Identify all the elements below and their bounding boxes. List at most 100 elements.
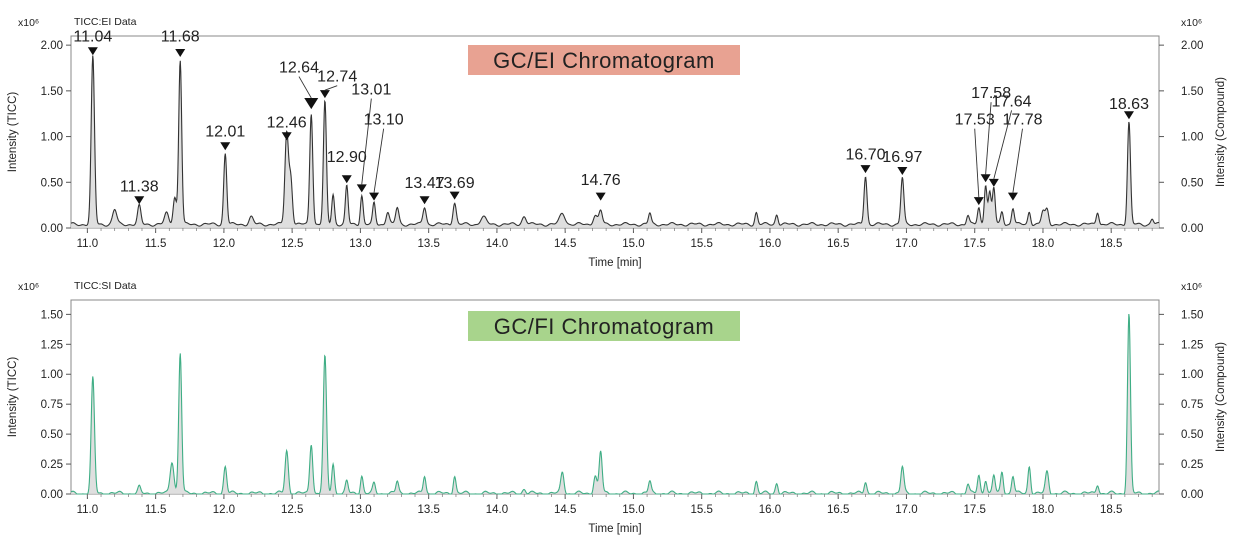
- data-source-label: TICC:EI Data: [74, 16, 137, 28]
- x-tick-label: 17.0: [895, 238, 917, 250]
- peak-leader-line: [298, 76, 312, 99]
- y-scale-label: x10⁶: [18, 281, 39, 293]
- peak-marker: [595, 192, 606, 201]
- chromatogram-fill: [71, 55, 1159, 228]
- y-right-scale-label: x10⁶: [1181, 281, 1202, 293]
- y-right-tick-label: 1.25: [1181, 339, 1203, 351]
- x-axis-title: Time [min]: [588, 523, 641, 535]
- peak-leader-line: [373, 128, 385, 193]
- chromatogram-trace: [70, 55, 1160, 227]
- peak-leader-line: [985, 102, 992, 175]
- peak-marker: [356, 184, 367, 193]
- peak-marker: [134, 196, 145, 205]
- y-right-tick-label: 0.00: [1181, 489, 1203, 501]
- peak-marker: [1123, 111, 1134, 120]
- y-tick-label: 0.00: [41, 489, 63, 501]
- x-tick-label: 12.5: [281, 504, 303, 516]
- x-tick-label: 14.5: [554, 238, 576, 250]
- peak-label: 14.76: [581, 172, 621, 189]
- y-tick-label: 0.25: [41, 459, 63, 471]
- x-tick-label: 13.5: [417, 238, 439, 250]
- peak-marker: [281, 132, 292, 141]
- peak-marker: [988, 178, 999, 187]
- peak-marker: [980, 174, 991, 183]
- x-tick-label: 11.5: [145, 504, 167, 516]
- peak-label: 13.47: [405, 175, 445, 192]
- x-tick-label: 15.5: [690, 504, 712, 516]
- y-right-tick-label: 1.50: [1181, 309, 1203, 321]
- x-tick-label: 14.5: [554, 504, 576, 516]
- peak-label: 16.97: [882, 149, 922, 166]
- peak-label: 12.01: [205, 124, 245, 141]
- y-tick-label: 1.25: [41, 339, 63, 351]
- peak-label: 13.69: [435, 175, 475, 192]
- x-tick-label: 18.0: [1032, 238, 1054, 250]
- x-tick-label: 14.0: [486, 238, 508, 250]
- peak-label: 12.46: [267, 114, 307, 131]
- y-axis-title: Intensity (TICC): [7, 92, 19, 173]
- y-tick-label: 1.00: [41, 132, 63, 144]
- x-tick-label: 12.5: [281, 238, 303, 250]
- peak-marker: [341, 175, 352, 184]
- x-tick-label: 15.5: [690, 238, 712, 250]
- chromatogram-fill: [71, 314, 1159, 494]
- x-tick-label: 17.5: [964, 504, 986, 516]
- y-right-tick-label: 0.25: [1181, 459, 1203, 471]
- y-right-tick-label: 0.50: [1181, 429, 1203, 441]
- x-tick-label: 17.5: [964, 238, 986, 250]
- data-source-label: TICC:SI Data: [74, 280, 137, 292]
- y-right-tick-label: 0.50: [1181, 177, 1203, 189]
- x-tick-label: 14.0: [486, 504, 508, 516]
- chromatogram-trace: [70, 313, 1160, 495]
- y-right-tick-label: 1.00: [1181, 369, 1203, 381]
- y-tick-label: 0.00: [41, 223, 63, 235]
- chart-title: GC/EI Chromatogram: [493, 48, 715, 73]
- y-tick-label: 2.00: [41, 40, 63, 52]
- peak-label: 11.04: [73, 28, 112, 45]
- x-tick-label: 11.0: [77, 504, 99, 516]
- x-tick-label: 12.0: [213, 504, 235, 516]
- y-right-scale-label: x10⁶: [1181, 17, 1202, 29]
- x-tick-label: 16.5: [827, 504, 849, 516]
- peak-label: 11.38: [120, 178, 159, 195]
- peak-marker: [87, 47, 98, 56]
- peak-label: 13.01: [351, 82, 391, 99]
- peak-label: 11.68: [161, 28, 200, 45]
- x-tick-label: 16.0: [759, 238, 781, 250]
- y-right-tick-label: 1.50: [1181, 86, 1203, 98]
- peak-label: 17.53: [955, 112, 995, 129]
- peak-leader-line: [324, 85, 338, 91]
- peak-marker: [897, 166, 908, 175]
- y-scale-label: x10⁶: [18, 17, 39, 29]
- peak-marker: [175, 49, 186, 58]
- x-tick-label: 15.0: [622, 504, 644, 516]
- peak-leader-line: [361, 98, 372, 185]
- peak-label: 17.58: [971, 85, 1011, 102]
- peak-marker: [319, 90, 330, 99]
- peak-marker: [860, 165, 871, 174]
- x-tick-label: 11.0: [77, 238, 99, 250]
- x-tick-label: 16.5: [827, 238, 849, 250]
- y-right-axis-title: Intensity (Compound): [1215, 77, 1227, 187]
- y-tick-label: 0.50: [41, 177, 63, 189]
- peak-marker: [449, 191, 460, 200]
- chart-panel-top: 11.0 11.5 12.0 12.5 13.0 13.5 14.0 14.5 15.0 15.5…: [7, 16, 1227, 269]
- x-tick-label: 16.0: [759, 504, 781, 516]
- peak-leader-line: [1012, 128, 1023, 193]
- x-tick-label: 18.5: [1100, 238, 1122, 250]
- peak-label: 17.78: [1002, 112, 1042, 129]
- peak-label: 12.74: [317, 69, 357, 86]
- x-tick-label: 17.0: [895, 504, 917, 516]
- x-tick-label: 18.0: [1032, 504, 1054, 516]
- chart-panel-bottom: 11.0 11.5 12.0 12.5 13.0 13.5 14.0 14.5 15.0 15.5…: [7, 280, 1227, 535]
- x-tick-label: 11.5: [145, 238, 167, 250]
- x-tick-label: 18.5: [1100, 504, 1122, 516]
- y-tick-label: 1.00: [41, 369, 63, 381]
- peak-marker: [369, 192, 380, 201]
- y-tick-label: 0.50: [41, 429, 63, 441]
- x-tick-label: 15.0: [622, 238, 644, 250]
- peak-label: 12.64: [279, 60, 319, 77]
- peak-leader-line: [993, 110, 1013, 179]
- peak-marker: [419, 196, 430, 205]
